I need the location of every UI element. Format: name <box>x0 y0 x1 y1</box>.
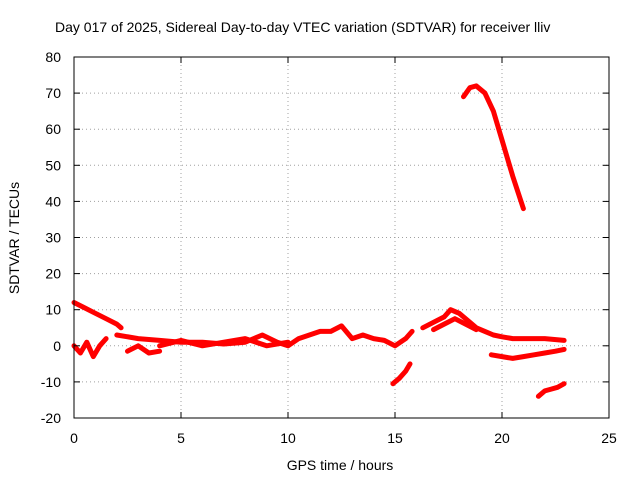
x-tick-label: 10 <box>280 430 296 446</box>
y-tick-label: 10 <box>45 302 61 318</box>
y-axis-label: SDTVAR / TECUs <box>6 182 22 294</box>
y-tick-label: -20 <box>41 410 61 426</box>
y-tick-label: 70 <box>45 85 61 101</box>
x-tick-label: 0 <box>70 430 78 446</box>
series-trace-7 <box>420 307 567 343</box>
y-tick-label: -10 <box>41 374 61 390</box>
series-trace-6 <box>390 361 413 387</box>
x-tick-label: 25 <box>601 430 617 446</box>
y-tick-label: 60 <box>45 121 61 137</box>
x-tick-label: 5 <box>177 430 185 446</box>
tick-marks <box>73 56 610 419</box>
y-tick-label: 30 <box>45 230 61 246</box>
series-trace-5 <box>157 336 291 349</box>
series-trace-10 <box>488 346 567 361</box>
series-trace-4 <box>125 343 163 356</box>
series-trace-9 <box>461 83 526 212</box>
y-tick-label: 0 <box>53 338 61 354</box>
series-trace-8 <box>431 316 479 333</box>
series-trace-11 <box>535 381 567 399</box>
series-layer <box>71 83 567 399</box>
y-tick-label: 50 <box>45 157 61 173</box>
tick-labels: 0 5 10 15 20 25 -20 -10 0 10 20 30 40 50 60 70 80 <box>41 49 617 446</box>
y-tick-label: 40 <box>45 193 61 209</box>
grid <box>74 57 609 418</box>
y-tick-label: 20 <box>45 266 61 282</box>
x-tick-label: 15 <box>387 430 403 446</box>
series-trace-2 <box>71 336 109 360</box>
series-trace-1 <box>71 300 124 331</box>
x-tick-label: 20 <box>494 430 510 446</box>
y-tick-label: 80 <box>45 49 61 65</box>
x-axis-label: GPS time / hours <box>287 457 394 473</box>
chart-title: Day 017 of 2025, Sidereal Day-to-day VTE… <box>55 19 550 35</box>
